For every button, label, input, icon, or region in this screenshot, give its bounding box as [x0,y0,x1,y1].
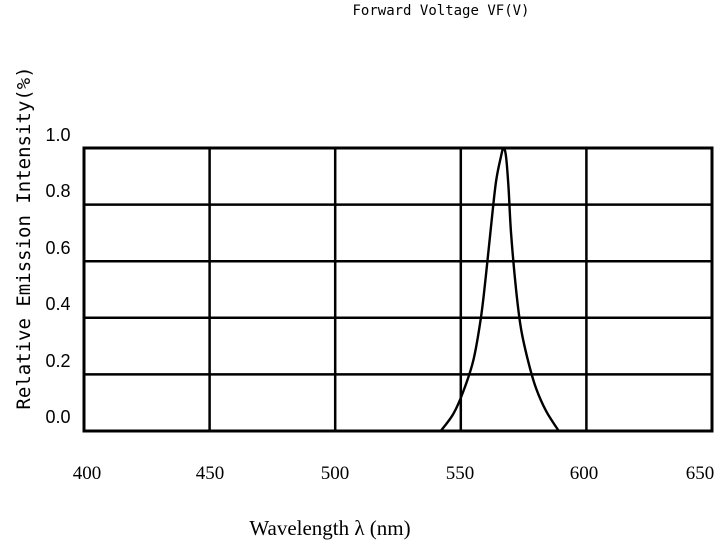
x-tick-label-650: 650 [686,463,715,484]
y-tick-label-0-4: 0.4 [45,294,70,314]
x-tick-label-500: 500 [321,463,350,484]
x-tick-label-400: 400 [73,463,102,484]
grid-layer [82,146,714,433]
chart-title: Forward Voltage VF(V) [352,3,529,19]
plot-layer [439,146,560,433]
emission-curve-1 [439,146,560,433]
y-axis-label: Relative Emission Intensity(%) [13,66,35,409]
y-tick-label-0-0: 0.0 [45,407,70,427]
y-tick-label-0-8: 0.8 [45,181,70,201]
x-axis-label: Wavelength λ (nm) [249,516,410,540]
x-tick-label-600: 600 [570,463,599,484]
x-tick-label-550: 550 [446,463,475,484]
y-tick-label-1-0: 1.0 [45,125,70,145]
y-tick-label-0-6: 0.6 [45,238,70,258]
y-tick-label-0-2: 0.2 [45,351,70,371]
x-tick-label-450: 450 [196,463,225,484]
plot-frame [82,146,714,433]
